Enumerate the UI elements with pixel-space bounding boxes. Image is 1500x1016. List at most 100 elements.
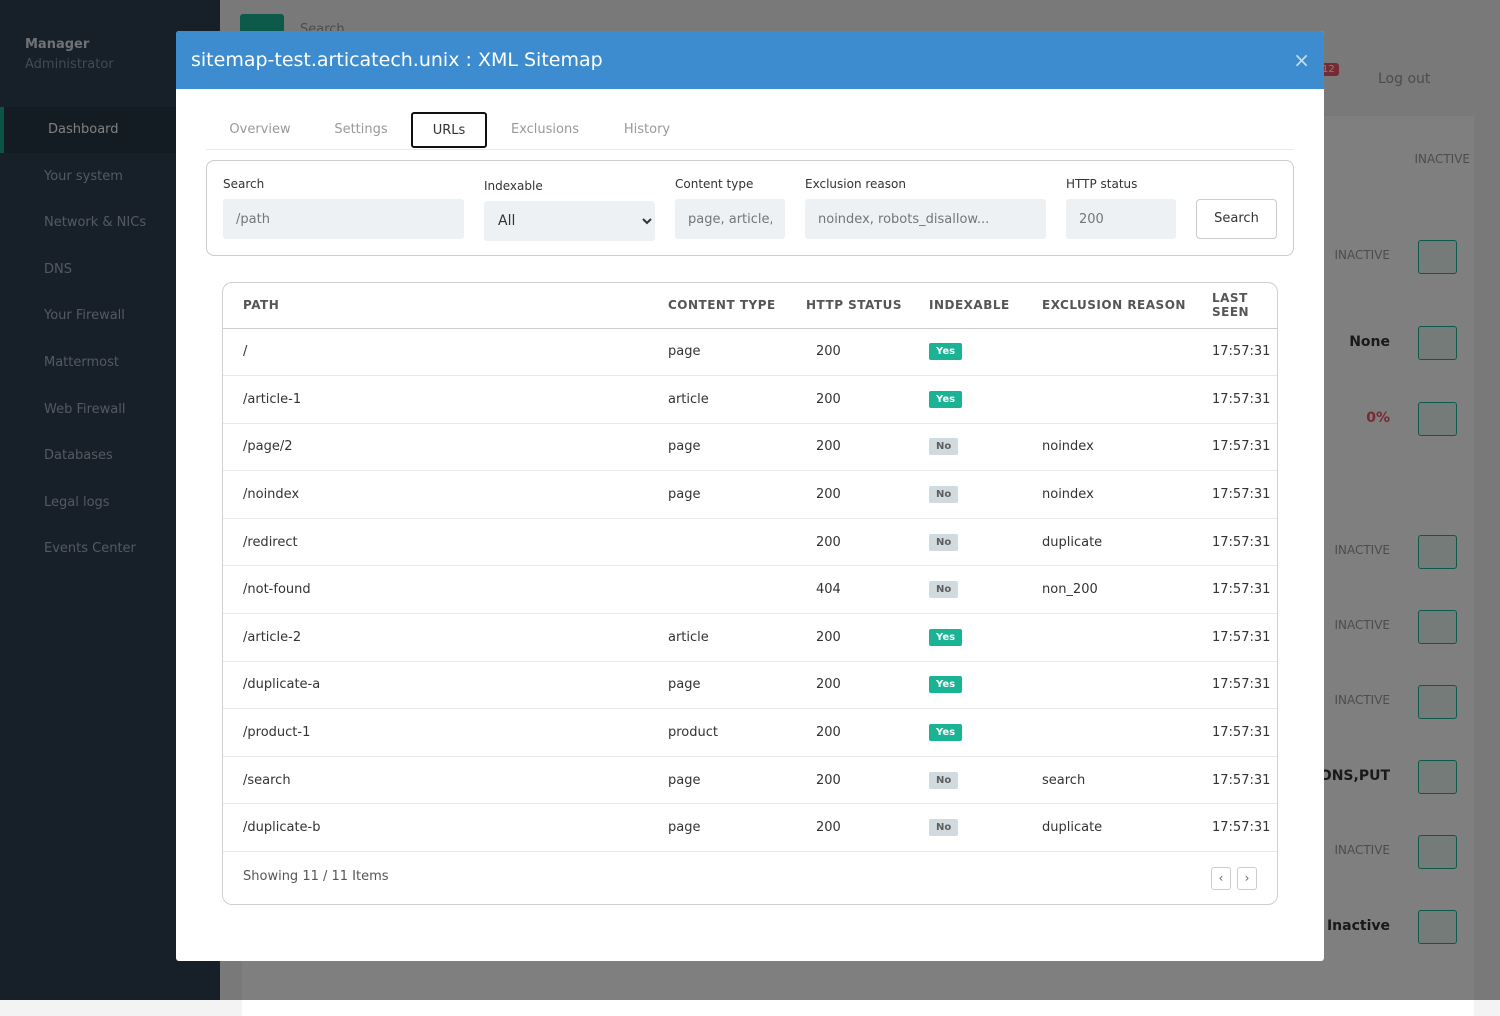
table-cell: Yes — [909, 613, 1022, 662]
column-header: CONTENT TYPE — [648, 283, 786, 329]
tab[interactable]: History — [623, 122, 671, 137]
table-cell: 17:57:31 — [1192, 470, 1277, 519]
column-header: LAST SEEN — [1192, 283, 1277, 329]
url-table: PATH CONTENT TYPE HTTP STATUS INDEXABLE EXCL… — [223, 283, 1277, 853]
filter-box: Search Indexable All Content type Exclusion … — [206, 160, 1294, 256]
table-cell: product — [648, 708, 786, 757]
indexable-badge: No — [929, 438, 959, 456]
modal: sitemap-test.articatech.unix : XML Sitem… — [176, 31, 1324, 961]
tab-divider — [206, 149, 1294, 150]
table-cell: 17:57:31 — [1192, 375, 1277, 424]
table-cell: Yes — [909, 328, 1022, 377]
filter-label: Exclusion reason — [805, 177, 906, 191]
table-cell — [648, 565, 786, 615]
table-cell: 17:57:31 — [1192, 661, 1277, 710]
table-cell: /noindex — [223, 470, 648, 519]
filter-select[interactable]: All — [484, 201, 655, 241]
table-cell: 17:57:31 — [1192, 565, 1277, 615]
column-header: EXCLUSION REASON — [1022, 283, 1192, 329]
table-cell — [1022, 328, 1192, 377]
table-cell: /article-2 — [223, 613, 648, 662]
table-cell: Yes — [909, 375, 1022, 424]
table-cell: duplicate — [1022, 803, 1192, 853]
table-cell: No — [909, 565, 1022, 615]
indexable-badge: No — [929, 486, 959, 504]
table-cell: page — [648, 470, 786, 519]
indexable-badge: No — [929, 771, 959, 789]
table-cell: /duplicate-a — [223, 661, 648, 710]
indexable-badge: Yes — [929, 628, 963, 646]
table-cell: /duplicate-b — [223, 803, 648, 853]
tab[interactable]: Settings — [334, 122, 388, 137]
table-cell: 17:57:31 — [1192, 423, 1277, 472]
table-cell: 200 — [786, 328, 909, 377]
table-row: /search page 200 No search 17:57:31 — [223, 756, 1277, 805]
indexable-badge: Yes — [929, 390, 963, 408]
table-cell: page — [648, 328, 786, 377]
table-body: / page 200 Yes 17:57:31/article-1 article 200 Y… — [223, 328, 1277, 853]
table-row: /product-1 product 200 Yes 17:57:31 — [223, 708, 1277, 757]
table-cell: /not-found — [223, 565, 648, 615]
indexable-badge: Yes — [929, 724, 963, 742]
table-cell: duplicate — [1022, 518, 1192, 567]
table-cell: page — [648, 803, 786, 853]
filter-input[interactable] — [1066, 199, 1176, 239]
filter-input[interactable] — [675, 199, 785, 239]
filter-input[interactable] — [805, 199, 1046, 239]
column-header: HTTP STATUS — [786, 283, 909, 329]
table-cell: page — [648, 423, 786, 472]
table-cell — [1022, 375, 1192, 424]
table-cell: 200 — [786, 470, 909, 519]
table-cell: No — [909, 803, 1022, 853]
table-cell: / — [223, 328, 648, 377]
table-cell: No — [909, 470, 1022, 519]
tab[interactable]: Exclusions — [510, 122, 580, 137]
table-cell: page — [648, 661, 786, 710]
table-cell: /article-1 — [223, 375, 648, 424]
indexable-badge: No — [929, 819, 959, 837]
indexable-badge: No — [929, 581, 959, 599]
table-cell: page — [648, 756, 786, 805]
table-cell: 17:57:31 — [1192, 518, 1277, 567]
table-cell: 17:57:31 — [1192, 328, 1277, 377]
table-row: /article-2 article 200 Yes 17:57:31 — [223, 613, 1277, 662]
table-cell: 200 — [786, 518, 909, 567]
filter-label: Indexable — [484, 179, 543, 193]
table-row: /duplicate-b page 200 No duplicate 17:57:31 — [223, 803, 1277, 853]
search-button[interactable]: Search — [1196, 199, 1277, 239]
table-footer: Showing 11 / 11 Items — [243, 869, 389, 884]
tab[interactable]: Overview — [229, 122, 291, 137]
prev-page[interactable]: ‹ — [1211, 867, 1231, 890]
table-cell: 404 — [786, 565, 909, 615]
indexable-badge: Yes — [929, 343, 963, 361]
modal-header: sitemap-test.articatech.unix : XML Sitem… — [176, 31, 1324, 89]
table-row: /page/2 page 200 No noindex 17:57:31 — [223, 423, 1277, 472]
table-cell: /product-1 — [223, 708, 648, 757]
table-cell — [1022, 708, 1192, 757]
table-cell: No — [909, 756, 1022, 805]
table-cell: 17:57:31 — [1192, 803, 1277, 853]
table-cell: non_200 — [1022, 565, 1192, 615]
table-cell — [1022, 613, 1192, 662]
table-cell: 200 — [786, 756, 909, 805]
close-button[interactable]: × — [1293, 48, 1310, 72]
table-cell: noindex — [1022, 423, 1192, 472]
table-cell: 200 — [786, 661, 909, 710]
filter-label: Search — [223, 177, 265, 191]
tab[interactable]: URLs — [411, 112, 487, 148]
column-header: INDEXABLE — [909, 283, 1022, 329]
table-cell — [648, 518, 786, 567]
table-cell: 17:57:31 — [1192, 708, 1277, 757]
indexable-badge: Yes — [929, 676, 963, 694]
next-page[interactable]: › — [1237, 867, 1257, 890]
modal-title: sitemap-test.articatech.unix : XML Sitem… — [191, 49, 603, 71]
filter-input[interactable] — [223, 199, 464, 239]
table-cell: 17:57:31 — [1192, 756, 1277, 805]
table-cell: 200 — [786, 613, 909, 662]
filter-label: Content type — [675, 177, 754, 191]
table-cell: 200 — [786, 423, 909, 472]
table-cell: article — [648, 375, 786, 424]
column-header: PATH — [223, 283, 648, 329]
table-cell: No — [909, 518, 1022, 567]
